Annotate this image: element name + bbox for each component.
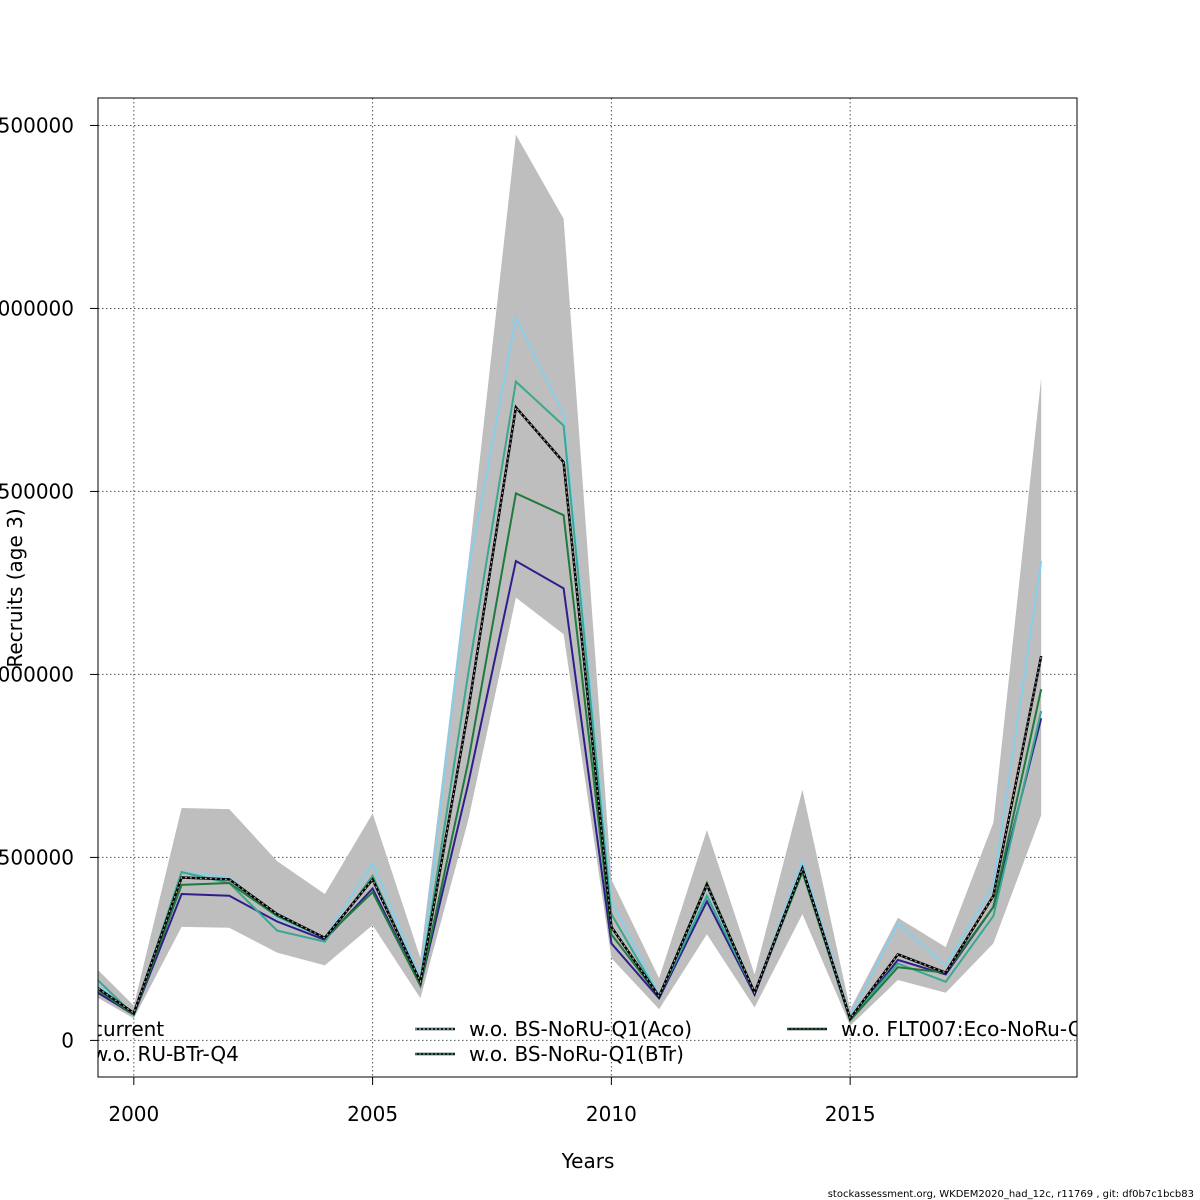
confidence-band-area [98,134,1042,1026]
y-tick-label-1500000: 1500000 [0,479,74,503]
series-lines [98,314,1043,1023]
x-tick-label-2005: 2005 [347,1102,398,1126]
y-axis: 0 500000 1000000 1500000 2000000 2500000 [0,113,98,1052]
footer-text: stockassessment.org, WKDEM2020_had_12c, … [828,1189,1194,1200]
legend-label-w-o-flt007-eco-noru-q: w.o. FLT007:Eco-NoRu-Q [841,1017,1084,1041]
plot-frame [97,97,1078,1078]
y-tick-label-0: 0 [61,1028,74,1052]
series-line-w-o-flt007-eco-noru-q [98,491,1043,1023]
y-axis-title: Recruits (age 3) [3,508,27,667]
legend-label-current: current [92,1017,164,1041]
y-tick-label-500000: 500000 [0,845,74,869]
y-tick-label-1000000: 1000000 [0,662,74,686]
x-axis-title: Years [561,1149,615,1173]
legend-label-w-o-bs-noru-q1-aco: w.o. BS-NoRU-Q1(Aco) [469,1017,692,1041]
x-axis: 2000 2005 2010 2015 [108,1077,876,1126]
series-line-current-dots [98,405,1042,1020]
confidence-band [98,134,1042,1026]
legend-label-w-o-ru-btr-q4: w.o. RU-BTr-Q4 [92,1042,239,1066]
series-line-w-o-bs-noru-q1-btr [98,379,1043,1021]
x-tick-label-2010: 2010 [586,1102,637,1126]
legend-label-w-o-bs-noru-q1-btr: w.o. BS-NoRu-Q1(BTr) [469,1042,684,1066]
y-tick-label-2500000: 2500000 [0,113,74,137]
series-line-w-o-ru-btr-q4 [98,559,1043,1023]
x-tick-label-2000: 2000 [108,1102,159,1126]
x-tick-label-2015: 2015 [825,1102,876,1126]
y-tick-label-2000000: 2000000 [0,296,74,320]
